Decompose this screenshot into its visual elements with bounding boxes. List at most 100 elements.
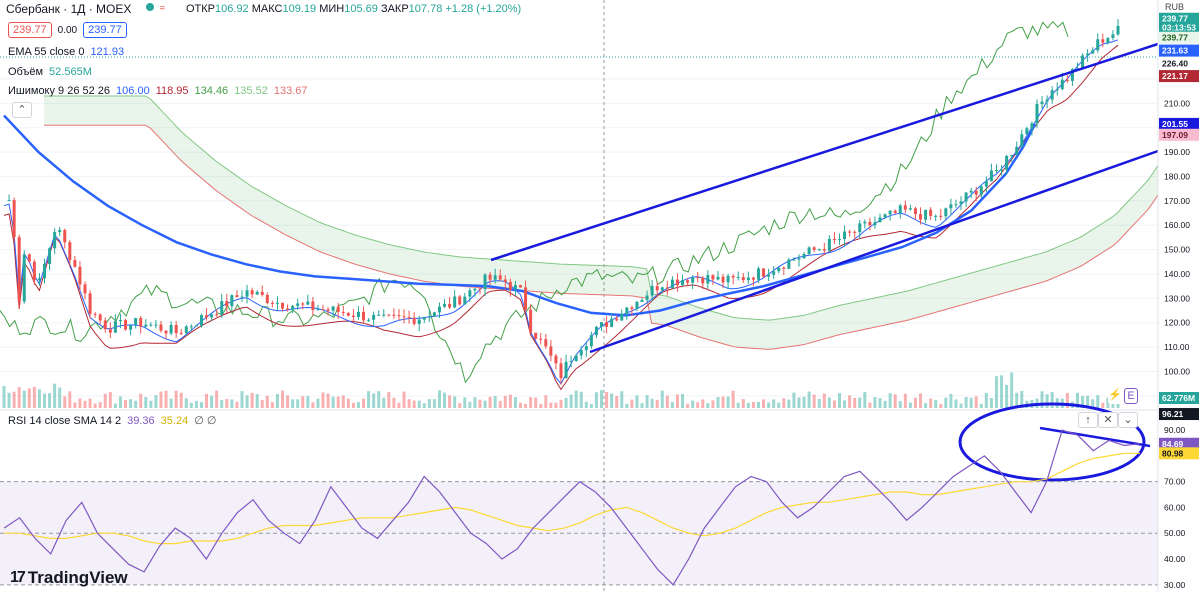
candle-body bbox=[199, 315, 203, 326]
price-tick-label: 170.00 bbox=[1164, 196, 1190, 206]
candle-body bbox=[721, 276, 725, 283]
earnings-icon[interactable]: E bbox=[1124, 388, 1138, 404]
candle-body bbox=[306, 301, 310, 305]
volume-bar bbox=[17, 387, 21, 408]
symbol-title[interactable]: Сбербанк · 1Д · MOEX bbox=[6, 2, 131, 16]
rsi-legend[interactable]: RSI 14 close SMA 14 2 39.36 35.24 ∅ ∅ bbox=[8, 414, 216, 428]
candle-body bbox=[716, 276, 720, 280]
volume-bar bbox=[1000, 375, 1004, 408]
volume-bar bbox=[367, 391, 371, 408]
candle-body bbox=[37, 278, 41, 281]
volume-bar bbox=[670, 401, 674, 408]
candle-body bbox=[964, 192, 968, 202]
volume-bar bbox=[43, 393, 47, 408]
candle-body bbox=[48, 248, 52, 264]
candle-body bbox=[88, 293, 92, 314]
kijun-line bbox=[3, 44, 1119, 391]
volume-bar bbox=[701, 399, 705, 408]
candle-body bbox=[205, 315, 209, 318]
volume-bar bbox=[767, 402, 771, 408]
candle-body bbox=[220, 301, 224, 315]
rsi-tick-label: 50.00 bbox=[1164, 528, 1186, 538]
lightning-icon[interactable]: ⚡ bbox=[1108, 388, 1122, 404]
open-label: ОТКР bbox=[186, 3, 216, 15]
volume-bar bbox=[944, 397, 948, 408]
candle-body bbox=[230, 295, 234, 307]
candle-body bbox=[620, 313, 624, 321]
volume-bar bbox=[78, 398, 82, 408]
last-price-badge: 239.77 bbox=[1162, 14, 1188, 24]
volume-bar bbox=[240, 391, 244, 408]
volume-bar bbox=[311, 402, 315, 408]
volume-bar bbox=[589, 403, 593, 408]
pane-menu-button[interactable]: ⌄ bbox=[1118, 412, 1138, 428]
trend-drawings[interactable] bbox=[490, 42, 1159, 482]
volume-bar bbox=[756, 401, 760, 408]
volume-bar bbox=[265, 395, 269, 408]
volume-bar bbox=[362, 398, 366, 408]
volume-bar bbox=[620, 391, 624, 408]
volume-bar bbox=[1101, 402, 1105, 408]
candle-body bbox=[356, 311, 360, 317]
ichimoku-tenkan: 106.00 bbox=[116, 85, 150, 97]
candle-body bbox=[625, 307, 629, 314]
span-badge: 226.40 bbox=[1162, 58, 1188, 68]
candle-body bbox=[291, 305, 295, 310]
volume-bar bbox=[458, 403, 462, 408]
collapse-legend-button[interactable]: ⌃ bbox=[12, 102, 32, 118]
volume-bar bbox=[210, 395, 214, 408]
price-axis[interactable]: 90.00 100.00 110.00 120.00 130.00 140.00 150.0… bbox=[1157, 0, 1200, 592]
volume-bar bbox=[473, 397, 477, 408]
candle-body bbox=[281, 302, 284, 309]
volume-bar bbox=[22, 390, 26, 408]
ichimoku-legend[interactable]: Ишимоку 9 26 52 26 106.00 118.95 134.46 … bbox=[8, 85, 308, 97]
compare-icon[interactable]: ≈ bbox=[159, 3, 166, 14]
rsi-value: 39.36 bbox=[127, 414, 155, 427]
volume-bar bbox=[37, 389, 41, 408]
volume-bar bbox=[387, 391, 391, 408]
candle-body bbox=[574, 355, 578, 361]
candle-body bbox=[838, 239, 841, 241]
volume-bar bbox=[518, 402, 522, 408]
volume-bar bbox=[959, 403, 963, 408]
volume-bar bbox=[650, 398, 654, 408]
ichimoku-chikou: 134.46 bbox=[194, 85, 229, 97]
candle-body bbox=[316, 309, 320, 311]
ema-legend[interactable]: EMA 55 close 0 121.93 bbox=[8, 46, 124, 58]
volume-bar bbox=[1075, 392, 1079, 408]
candle-body bbox=[681, 280, 685, 286]
ohlc-legend: ОТКР106.92 МАКС109.19 МИН105.69 ЗАКР107.… bbox=[186, 3, 521, 15]
ema-label: EMA 55 close 0 bbox=[8, 46, 85, 58]
volume-bar bbox=[529, 397, 533, 408]
candle-body bbox=[569, 360, 573, 362]
close-pane-button[interactable]: ✕ bbox=[1098, 412, 1118, 428]
candle-body bbox=[696, 277, 700, 279]
candle-body bbox=[1111, 34, 1115, 39]
candle-body bbox=[98, 314, 102, 321]
tradingview-logo[interactable]: 17 TradingView bbox=[10, 568, 128, 588]
candle-body bbox=[853, 231, 857, 233]
candle-body bbox=[650, 285, 654, 296]
candle-body bbox=[1025, 128, 1029, 135]
candle-body bbox=[600, 322, 604, 327]
candle-body bbox=[944, 208, 948, 217]
volume-bar bbox=[579, 391, 583, 408]
buy-button[interactable]: 239.77 bbox=[83, 22, 127, 38]
candle-body bbox=[17, 237, 21, 302]
volume-bar bbox=[483, 400, 487, 408]
candle-body bbox=[139, 318, 143, 327]
sell-button[interactable]: 239.77 bbox=[8, 22, 52, 38]
volume-bar bbox=[539, 403, 543, 408]
currency-label[interactable]: RUB bbox=[1165, 2, 1185, 12]
candle-body bbox=[83, 284, 87, 294]
candle-body bbox=[1005, 156, 1009, 170]
candle-body bbox=[777, 267, 781, 272]
volume-legend[interactable]: Объём 52.565M bbox=[8, 66, 92, 78]
move-pane-up-button[interactable]: ↑ bbox=[1078, 412, 1098, 428]
volume-bar bbox=[194, 401, 198, 408]
rsi-sma-badge: 80.98 bbox=[1162, 448, 1184, 458]
candle-body bbox=[225, 301, 229, 307]
volume-bar bbox=[199, 402, 203, 408]
volume-bar bbox=[63, 396, 67, 408]
